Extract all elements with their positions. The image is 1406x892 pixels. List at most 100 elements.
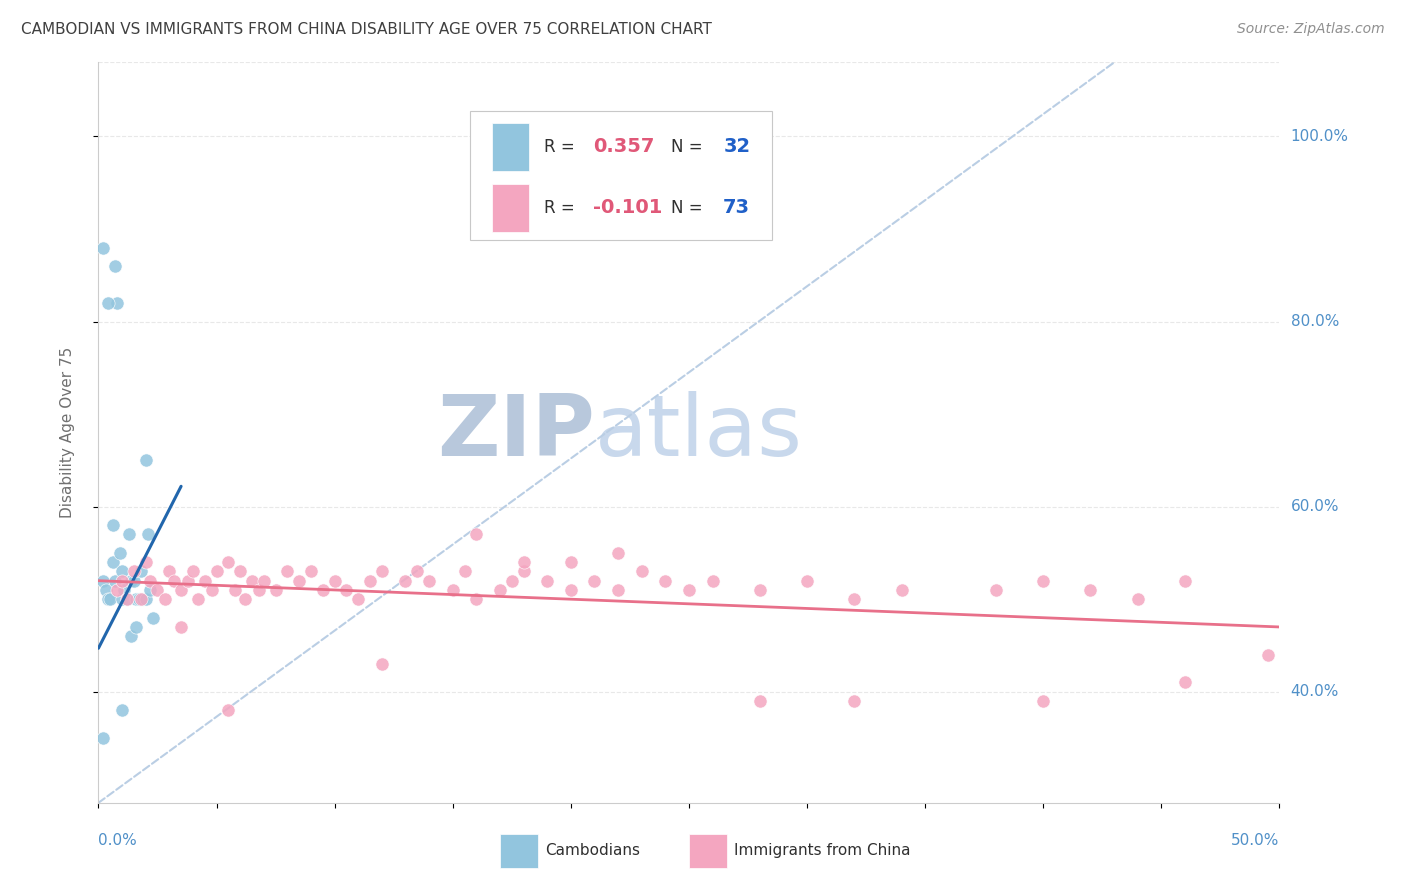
Point bbox=[1257, 648, 1279, 662]
Text: 50.0%: 50.0% bbox=[1232, 833, 1279, 848]
Point bbox=[512, 565, 534, 579]
Point bbox=[146, 582, 169, 597]
Point bbox=[105, 296, 128, 310]
Point bbox=[441, 582, 464, 597]
Point bbox=[170, 620, 193, 634]
Point bbox=[91, 240, 114, 255]
Text: N =: N = bbox=[671, 138, 709, 156]
Point bbox=[560, 555, 582, 569]
Point bbox=[91, 574, 114, 588]
Point bbox=[112, 582, 135, 597]
Point bbox=[465, 592, 488, 607]
Point bbox=[217, 555, 239, 569]
Point bbox=[153, 592, 176, 607]
Point bbox=[118, 527, 141, 541]
Point bbox=[139, 574, 162, 588]
Point bbox=[796, 574, 818, 588]
Point bbox=[276, 565, 298, 579]
Point bbox=[702, 574, 724, 588]
Point bbox=[501, 574, 523, 588]
Point bbox=[170, 582, 193, 597]
Point bbox=[1032, 574, 1054, 588]
Point bbox=[748, 694, 770, 708]
Point bbox=[135, 592, 157, 607]
Point bbox=[748, 582, 770, 597]
Point bbox=[157, 565, 180, 579]
Point bbox=[194, 574, 217, 588]
Point bbox=[844, 694, 866, 708]
Point bbox=[139, 582, 162, 597]
Point bbox=[122, 565, 145, 579]
Point bbox=[122, 574, 145, 588]
Point bbox=[1174, 574, 1197, 588]
Point bbox=[630, 565, 652, 579]
Point bbox=[224, 582, 246, 597]
Point bbox=[288, 574, 311, 588]
Text: atlas: atlas bbox=[595, 391, 803, 475]
Point bbox=[201, 582, 224, 597]
Text: 60.0%: 60.0% bbox=[1291, 500, 1339, 514]
Point bbox=[135, 453, 157, 467]
Bar bbox=[501, 834, 537, 868]
Point bbox=[264, 582, 287, 597]
Point bbox=[465, 527, 488, 541]
Point bbox=[97, 296, 120, 310]
Point bbox=[111, 565, 134, 579]
Point bbox=[217, 703, 239, 717]
Point bbox=[121, 629, 143, 643]
Point bbox=[129, 565, 152, 579]
Point bbox=[115, 592, 138, 607]
Text: R =: R = bbox=[544, 199, 579, 217]
Text: 100.0%: 100.0% bbox=[1291, 129, 1348, 144]
Point bbox=[418, 574, 440, 588]
Text: 0.0%: 0.0% bbox=[98, 833, 138, 848]
Point bbox=[111, 703, 134, 717]
Point bbox=[129, 592, 152, 607]
Point bbox=[536, 574, 558, 588]
Point bbox=[94, 582, 117, 597]
Point bbox=[1126, 592, 1149, 607]
Point bbox=[583, 574, 606, 588]
Point bbox=[181, 565, 204, 579]
Point bbox=[104, 574, 127, 588]
Point bbox=[135, 555, 157, 569]
Point bbox=[335, 582, 357, 597]
Point bbox=[132, 592, 155, 607]
Text: Immigrants from China: Immigrants from China bbox=[734, 844, 910, 858]
Text: CAMBODIAN VS IMMIGRANTS FROM CHINA DISABILITY AGE OVER 75 CORRELATION CHART: CAMBODIAN VS IMMIGRANTS FROM CHINA DISAB… bbox=[21, 22, 711, 37]
Point bbox=[229, 565, 252, 579]
Text: 0.357: 0.357 bbox=[593, 137, 655, 156]
Point bbox=[890, 582, 912, 597]
Y-axis label: Disability Age Over 75: Disability Age Over 75 bbox=[60, 347, 75, 518]
Point bbox=[177, 574, 200, 588]
Point bbox=[984, 582, 1007, 597]
Point bbox=[323, 574, 346, 588]
Point bbox=[105, 582, 128, 597]
Text: 40.0%: 40.0% bbox=[1291, 684, 1339, 699]
Text: R =: R = bbox=[544, 138, 579, 156]
Point bbox=[97, 592, 120, 607]
Point bbox=[91, 731, 114, 745]
Bar bbox=[492, 123, 530, 171]
Text: ZIP: ZIP bbox=[437, 391, 595, 475]
Point bbox=[125, 620, 148, 634]
Text: 32: 32 bbox=[723, 137, 751, 156]
Point bbox=[205, 565, 228, 579]
Point bbox=[136, 527, 159, 541]
Bar bbox=[492, 184, 530, 232]
Point bbox=[108, 546, 131, 560]
Text: 80.0%: 80.0% bbox=[1291, 314, 1339, 329]
Text: -0.101: -0.101 bbox=[593, 198, 662, 218]
Point bbox=[115, 592, 138, 607]
Point bbox=[142, 611, 165, 625]
Point bbox=[1174, 675, 1197, 690]
Point bbox=[512, 555, 534, 569]
Point bbox=[654, 574, 676, 588]
Text: N =: N = bbox=[671, 199, 709, 217]
Point bbox=[111, 574, 134, 588]
Point bbox=[240, 574, 263, 588]
Point bbox=[101, 555, 124, 569]
Point bbox=[299, 565, 322, 579]
Bar bbox=[689, 834, 727, 868]
Point bbox=[607, 546, 630, 560]
